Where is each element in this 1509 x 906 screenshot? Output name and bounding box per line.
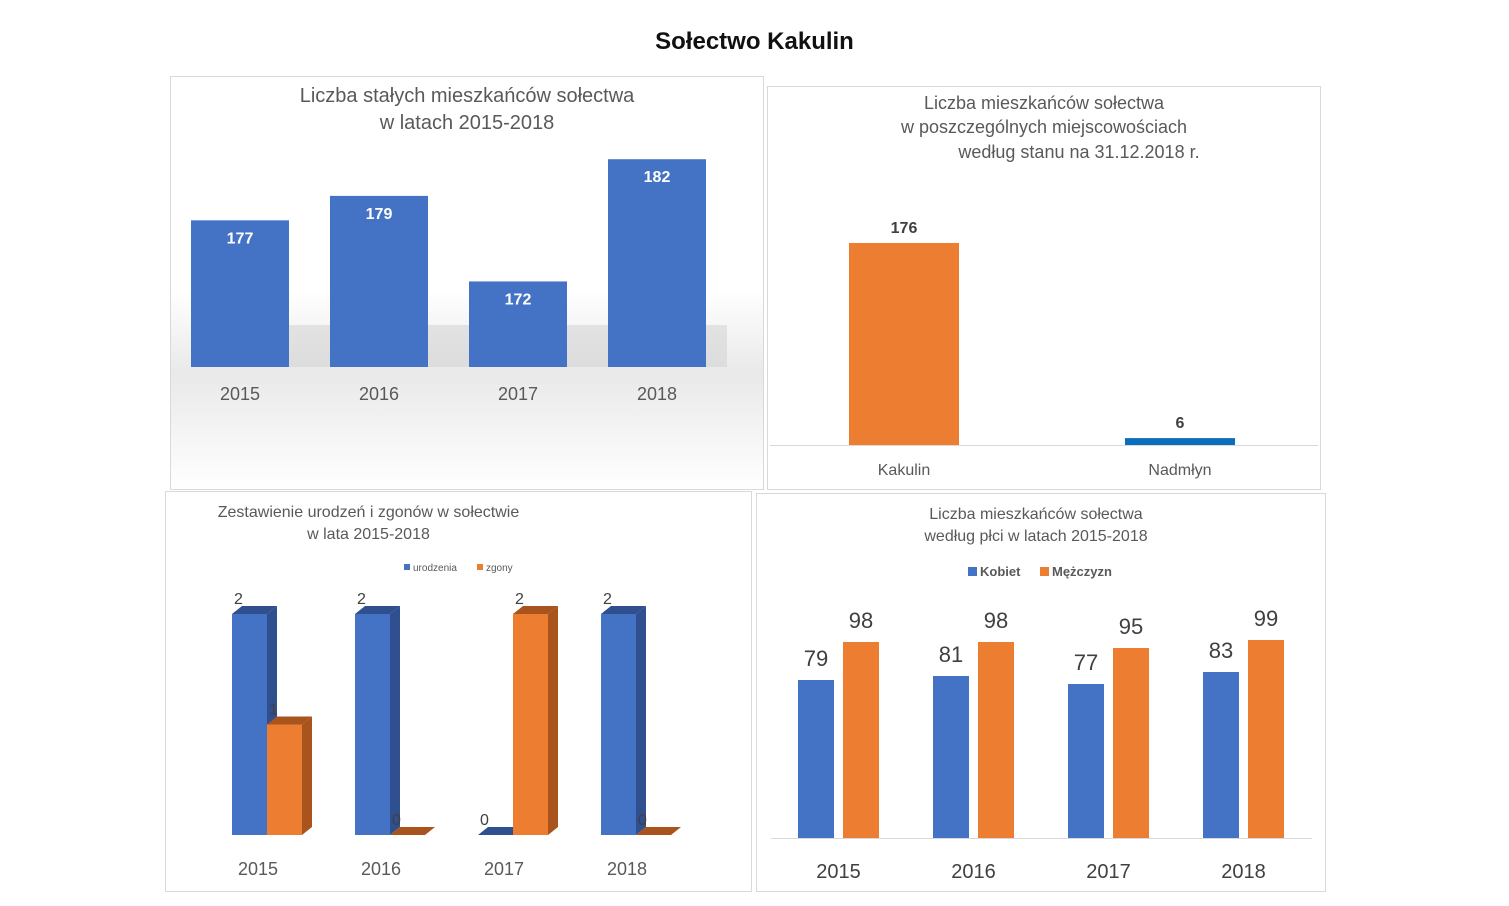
bar-Kobiet-2018 xyxy=(1203,672,1239,838)
bar-top-zgony-2017 xyxy=(513,606,558,614)
data-label-Kobiet-2018: 83 xyxy=(1209,638,1233,663)
x-tick-2015: 2015 xyxy=(238,859,278,879)
x-tick-nadmłyn: Nadmłyn xyxy=(1148,462,1211,479)
bar-2015 xyxy=(191,220,289,367)
chart3-subtitle: w lata 2015-2018 xyxy=(307,525,430,543)
x-tick-2017: 2017 xyxy=(484,859,524,879)
legend-label-Kobiet: Kobiet xyxy=(980,564,1021,579)
bar-zgony-2017 xyxy=(513,614,548,835)
chart1-title-block: Liczba stałych mieszkańców sołectwa w la… xyxy=(171,83,763,137)
chart2-plot: 176 Kakulin 6 Nadmłyn xyxy=(770,220,1318,479)
chart3-plot: urodzenia zgony 2 1 2015 2 0 2016 0 2 2017 2 0 2018 xyxy=(232,563,681,879)
data-label-zgony-2015: 1 xyxy=(269,702,278,719)
data-label-Kobiet-2015: 79 xyxy=(804,646,828,671)
chart3-title: Zestawienie urodzeń i zgonów w sołectwie xyxy=(217,504,520,521)
x-tick-2017: 2017 xyxy=(498,384,538,404)
chart-residents-by-year: Liczba stałych mieszkańców sołectwa w la… xyxy=(170,76,764,490)
bar-top-urodzenia-2018 xyxy=(601,606,646,614)
bar-kakulin xyxy=(849,243,959,445)
bar-2018 xyxy=(608,159,706,367)
bar-side-zgony-2015 xyxy=(302,716,312,835)
chart4-title: Liczba mieszkańców sołectwa xyxy=(929,506,1143,523)
bar-Kobiet-2016 xyxy=(933,676,969,838)
x-tick-2015: 2015 xyxy=(220,384,260,404)
data-label-zgony-2017: 2 xyxy=(515,591,524,608)
data-label-Kobiet-2016: 81 xyxy=(939,642,963,667)
bar-Mężczyzn-2016 xyxy=(978,642,1014,838)
legend-label-urodzenia: urodzenia xyxy=(413,563,457,574)
bar-zgony-2015 xyxy=(267,724,302,835)
data-label-urodzenia-2016: 2 xyxy=(357,591,366,608)
chart2-subtitle2: według stanu na 31.12.2018 r. xyxy=(958,141,1200,162)
chart-residents-by-village: Liczba mieszkańców sołectwa w poszczegól… xyxy=(767,86,1321,490)
data-label-Kobiet-2017: 77 xyxy=(1074,650,1098,675)
bar-top-zgony-2015 xyxy=(267,716,312,725)
x-tick-kakulin: Kakulin xyxy=(878,462,930,479)
data-label-zgony-2018: 0 xyxy=(638,812,647,829)
bar-Mężczyzn-2015 xyxy=(843,642,879,838)
x-tick-2016: 2016 xyxy=(951,861,996,883)
chart1-title: Liczba stałych mieszkańców sołectwa xyxy=(299,85,635,107)
data-label-kakulin: 176 xyxy=(891,220,918,237)
legend-label-Mężczyzn: Mężczyzn xyxy=(1052,564,1112,579)
x-tick-2018: 2018 xyxy=(637,384,677,404)
x-tick-2018: 2018 xyxy=(607,859,647,879)
chart1-subtitle: w latach 2015-2018 xyxy=(379,112,555,134)
data-label-2017: 172 xyxy=(505,291,532,308)
chart-residents-by-gender: Liczba mieszkańców sołectwa według płci … xyxy=(756,493,1326,892)
data-label-Mężczyzn-2018: 99 xyxy=(1254,606,1278,631)
chart-births-deaths: Zestawienie urodzeń i zgonów w sołectwie… xyxy=(165,491,752,892)
chart4-plot: Kobiet Mężczyzn 79 98 2015 81 98 2016 77 95 2017 83… xyxy=(771,564,1312,883)
legend-swatch-Kobiet xyxy=(968,567,977,576)
bar-2017 xyxy=(469,281,567,367)
chart2-title: Liczba mieszkańców sołectwa xyxy=(923,93,1165,113)
chart1-plot: 177 2015 179 2016 172 2017 182 2018 xyxy=(191,159,727,404)
bar-side-urodzenia-2018 xyxy=(636,606,646,835)
x-tick-2015: 2015 xyxy=(816,861,861,883)
x-tick-2018: 2018 xyxy=(1221,861,1266,883)
bar-Kobiet-2017 xyxy=(1068,684,1104,838)
chart2-subtitle: w poszczególnych miejscowościach xyxy=(900,117,1188,138)
chart4-title-block: Liczba mieszkańców sołectwa według płci … xyxy=(757,504,1315,547)
data-label-2018: 182 xyxy=(644,169,671,186)
bar-side-urodzenia-2016 xyxy=(390,606,400,835)
data-label-2015: 177 xyxy=(227,230,254,247)
legend-label-zgony: zgony xyxy=(486,563,513,574)
data-label-urodzenia-2017: 0 xyxy=(480,812,489,829)
bar-top-urodzenia-2016 xyxy=(355,606,400,614)
bar-top-urodzenia-2015 xyxy=(232,606,277,614)
data-label-urodzenia-2015: 2 xyxy=(234,591,243,608)
data-label-Mężczyzn-2015: 98 xyxy=(849,608,873,633)
x-tick-2016: 2016 xyxy=(359,384,399,404)
bar-nadmłyn xyxy=(1125,438,1235,445)
bar-urodzenia-2016 xyxy=(355,614,390,835)
bar-urodzenia-2018 xyxy=(601,614,636,835)
bar-2016 xyxy=(330,195,428,367)
x-tick-2016: 2016 xyxy=(361,859,401,879)
chart2-title-block: Liczba mieszkańców sołectwa w poszczegól… xyxy=(768,91,1320,164)
bar-urodzenia-2015 xyxy=(232,614,267,835)
chart4-subtitle: według płci w latach 2015-2018 xyxy=(924,527,1148,545)
bar-flat-urodzenia-2017 xyxy=(478,827,523,835)
page-title: Sołectwo Kakulin xyxy=(655,28,854,55)
legend-swatch-zgony xyxy=(477,564,483,570)
bar-Mężczyzn-2018 xyxy=(1248,640,1284,838)
x-tick-2017: 2017 xyxy=(1086,861,1131,883)
data-label-2016: 179 xyxy=(366,206,393,223)
legend-swatch-urodzenia xyxy=(404,564,410,570)
legend-swatch-Mężczyzn xyxy=(1040,567,1049,576)
bar-flat-zgony-2016 xyxy=(390,827,435,835)
data-label-zgony-2016: 0 xyxy=(392,812,401,829)
bar-side-zgony-2017 xyxy=(548,606,558,835)
bar-Mężczyzn-2017 xyxy=(1113,648,1149,838)
data-label-Mężczyzn-2017: 95 xyxy=(1119,614,1143,639)
data-label-Mężczyzn-2016: 98 xyxy=(984,608,1008,633)
data-label-urodzenia-2018: 2 xyxy=(603,591,612,608)
bar-Kobiet-2015 xyxy=(798,680,834,838)
bar-flat-zgony-2018 xyxy=(636,827,681,835)
data-label-nadmłyn: 6 xyxy=(1176,415,1185,432)
chart3-title-block: Zestawienie urodzeń i zgonów w sołectwie… xyxy=(166,502,571,545)
